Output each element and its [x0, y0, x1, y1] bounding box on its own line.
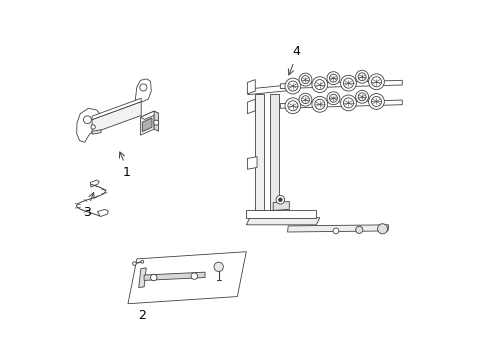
Polygon shape: [269, 94, 278, 211]
Circle shape: [298, 73, 311, 86]
Polygon shape: [77, 108, 101, 142]
Circle shape: [377, 224, 387, 234]
Polygon shape: [247, 99, 255, 114]
Text: 1: 1: [122, 166, 131, 179]
Circle shape: [340, 95, 356, 111]
Polygon shape: [247, 157, 257, 169]
Circle shape: [314, 99, 324, 109]
Circle shape: [301, 96, 309, 104]
Circle shape: [371, 77, 381, 87]
Polygon shape: [140, 111, 154, 135]
Text: 3: 3: [82, 206, 90, 219]
Circle shape: [140, 84, 147, 91]
Circle shape: [311, 96, 327, 112]
Polygon shape: [128, 252, 246, 304]
Circle shape: [371, 96, 381, 107]
Polygon shape: [280, 80, 402, 89]
Polygon shape: [247, 80, 255, 94]
Circle shape: [287, 81, 297, 91]
Polygon shape: [144, 272, 204, 280]
Polygon shape: [92, 130, 101, 134]
Polygon shape: [92, 98, 141, 120]
Polygon shape: [247, 84, 299, 95]
Circle shape: [368, 74, 384, 90]
Circle shape: [314, 80, 324, 90]
Polygon shape: [246, 211, 316, 218]
Circle shape: [311, 77, 327, 93]
Circle shape: [191, 273, 197, 279]
Circle shape: [287, 101, 297, 111]
Polygon shape: [287, 225, 388, 232]
Polygon shape: [280, 100, 402, 108]
Polygon shape: [154, 111, 158, 131]
Circle shape: [326, 72, 339, 85]
Circle shape: [343, 98, 353, 108]
Text: 2: 2: [138, 309, 146, 322]
Circle shape: [276, 195, 284, 204]
Circle shape: [91, 125, 95, 129]
Circle shape: [132, 262, 136, 265]
Circle shape: [355, 70, 368, 83]
Circle shape: [285, 98, 300, 114]
Polygon shape: [142, 118, 152, 132]
Polygon shape: [90, 180, 99, 187]
Polygon shape: [139, 268, 146, 288]
Circle shape: [298, 93, 311, 106]
Polygon shape: [246, 218, 319, 225]
Circle shape: [340, 75, 356, 91]
Circle shape: [285, 78, 300, 94]
Polygon shape: [255, 94, 264, 211]
Circle shape: [332, 228, 338, 234]
Polygon shape: [273, 202, 289, 211]
Circle shape: [329, 94, 337, 102]
Polygon shape: [140, 111, 158, 120]
Circle shape: [326, 92, 339, 105]
Circle shape: [329, 74, 337, 82]
Polygon shape: [97, 210, 108, 217]
Circle shape: [214, 262, 223, 271]
Polygon shape: [135, 79, 151, 102]
Circle shape: [355, 226, 362, 233]
Circle shape: [368, 94, 384, 109]
Circle shape: [83, 116, 91, 124]
Circle shape: [150, 274, 157, 281]
Circle shape: [343, 78, 353, 88]
Circle shape: [355, 90, 368, 103]
Polygon shape: [92, 102, 141, 134]
Circle shape: [357, 93, 366, 101]
Circle shape: [357, 73, 366, 81]
Circle shape: [153, 120, 159, 125]
Circle shape: [301, 76, 309, 84]
Circle shape: [278, 198, 282, 202]
Text: 4: 4: [292, 45, 300, 58]
Circle shape: [141, 260, 143, 263]
